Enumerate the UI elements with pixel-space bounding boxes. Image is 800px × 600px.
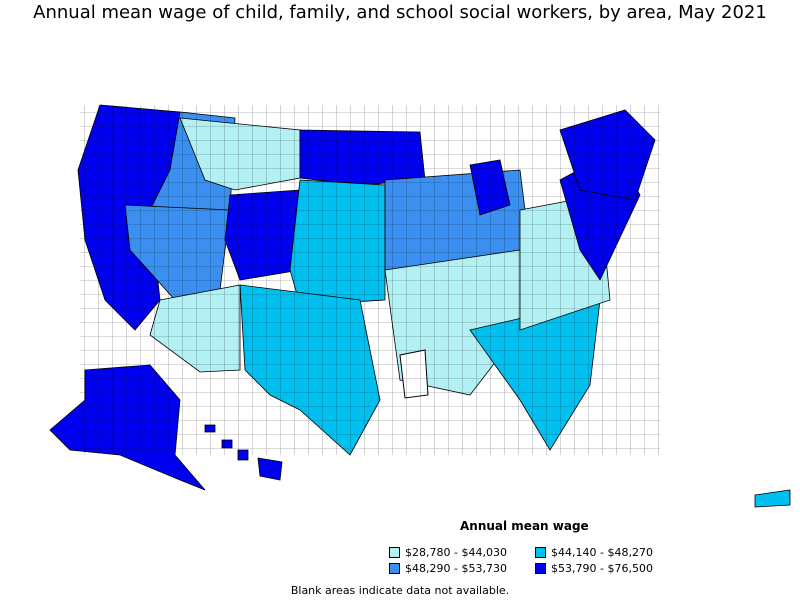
footnote: Blank areas indicate data not available. [290, 584, 510, 597]
area-boundaries [80, 105, 660, 455]
legend-item-2: $44,140 - $48,270 [535, 546, 653, 559]
legend-swatch-1 [389, 547, 400, 558]
legend-swatch-3 [389, 563, 400, 574]
region-territory[interactable] [754, 489, 791, 508]
legend-label-4: $53,790 - $76,500 [551, 562, 653, 575]
legend-label-1: $28,780 - $44,030 [405, 546, 507, 559]
legend-item-1: $28,780 - $44,030 [389, 546, 507, 559]
legend-title: Annual mean wage [460, 519, 589, 533]
legend-item-4: $53,790 - $76,500 [535, 562, 653, 575]
legend-swatch-2 [535, 547, 546, 558]
legend-swatch-4 [535, 563, 546, 574]
map-title: Annual mean wage of child, family, and s… [33, 2, 767, 23]
legend-label-3: $48,290 - $53,730 [405, 562, 507, 575]
legend-label-2: $44,140 - $48,270 [551, 546, 653, 559]
legend-item-3: $48,290 - $53,730 [389, 562, 507, 575]
